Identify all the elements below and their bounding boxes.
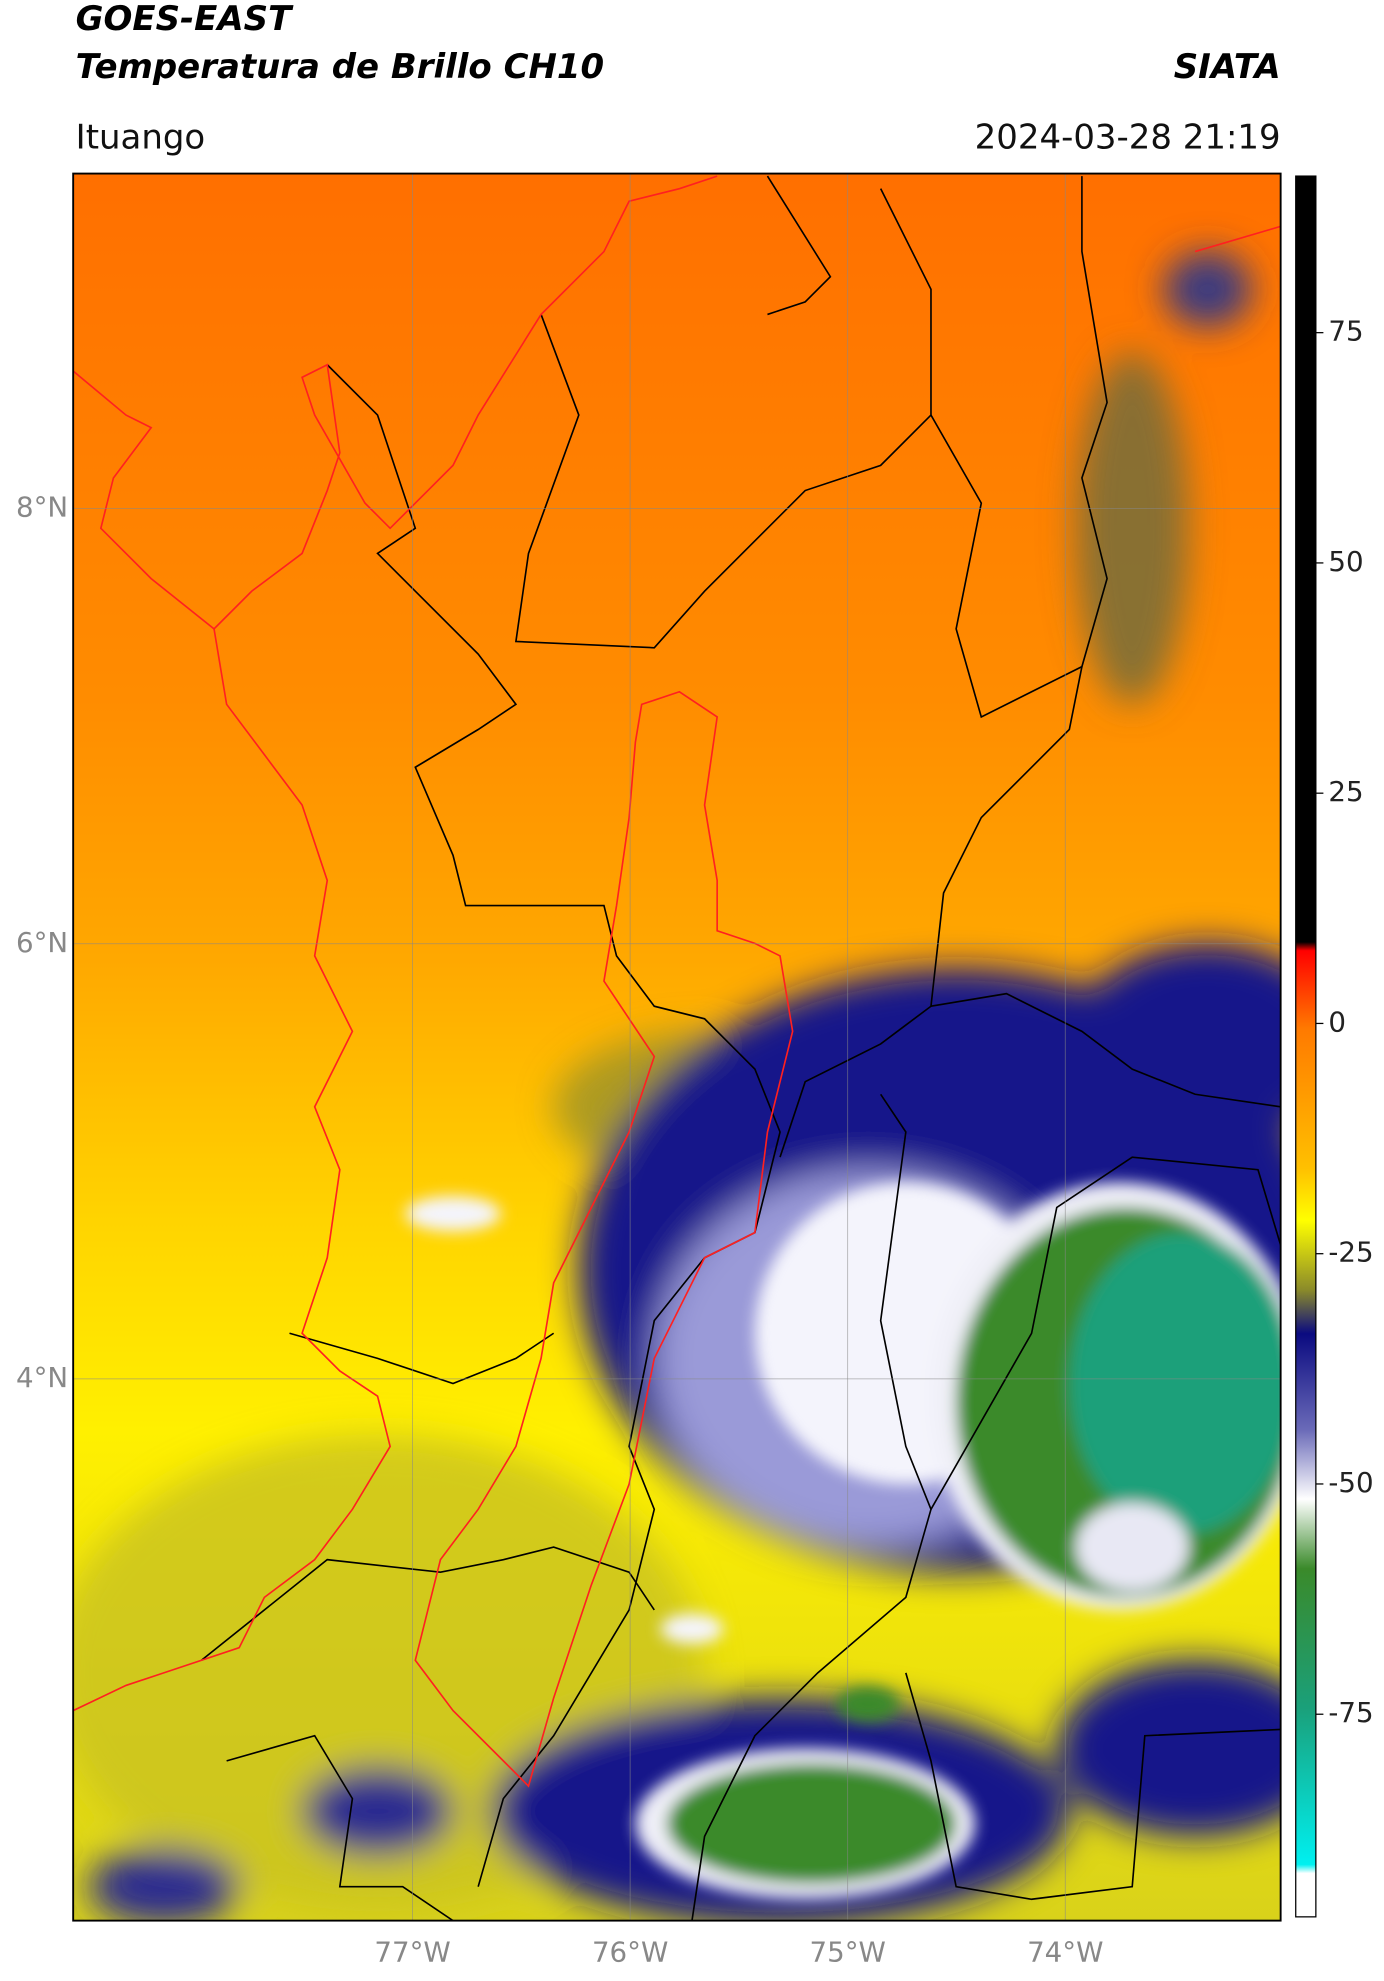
colorbar-tick-label: 0: [1328, 1005, 1346, 1038]
coast-and-outline: [73, 175, 1281, 1788]
colorbar-tick-label: -50: [1328, 1466, 1373, 1499]
subtitle: Temperatura de Brillo CH10: [76, 47, 604, 87]
map-image: [73, 173, 1281, 1921]
graticule: [73, 173, 1281, 1921]
title: GOES-EAST: [76, 0, 294, 39]
lon-label: 76°W: [592, 1935, 668, 1968]
lat-label: 4°N: [16, 1361, 68, 1394]
lon-label: 75°W: [810, 1935, 886, 1968]
lat-label: 8°N: [16, 491, 68, 524]
colorbar-tick-label: -75: [1328, 1696, 1373, 1729]
colorbar-tick-label: 25: [1328, 775, 1363, 808]
colorbar-tick-label: 75: [1328, 315, 1363, 348]
borders: [200, 175, 1281, 1921]
colorbar-tick-label: -25: [1328, 1236, 1373, 1269]
colorbar: [1295, 175, 1317, 1918]
lon-label: 74°W: [1027, 1935, 1103, 1968]
lon-label: 77°W: [374, 1935, 450, 1968]
lat-label: 6°N: [16, 926, 68, 959]
colorbar-tick-label: 50: [1328, 545, 1363, 578]
location: Ituango: [76, 117, 206, 157]
source: SIATA: [1174, 47, 1281, 87]
map-frame: [72, 172, 1282, 1922]
timestamp: 2024-03-28 21:19: [975, 117, 1281, 157]
